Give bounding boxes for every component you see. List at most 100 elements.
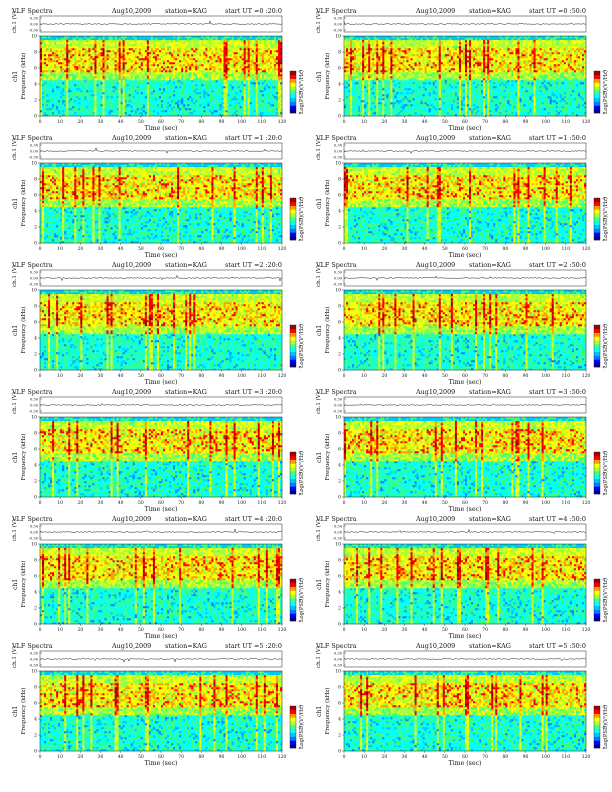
x-tick-label: 0 [39, 119, 42, 125]
spectrogram-cell [84, 114, 87, 117]
spectrogram-cell [56, 76, 59, 79]
spectrogram-cell [354, 42, 357, 45]
spectrogram-cell [261, 48, 265, 51]
spectrogram-cell [94, 60, 97, 63]
spectrogram-cell [217, 58, 220, 61]
spectrogram-cell [56, 84, 59, 87]
spectrogram-cell [42, 70, 45, 73]
spectrogram-cell [152, 80, 156, 83]
spectrogram-cell [148, 60, 152, 63]
spectrogram-cell [62, 54, 65, 57]
spectrogram-cell [142, 100, 146, 103]
spectrogram-cell [94, 96, 97, 99]
spectrogram-cell [94, 70, 97, 73]
spectrogram-cell [199, 56, 202, 59]
spectrogram-cell [273, 100, 277, 103]
spectrogram-cell [156, 40, 160, 43]
spectrogram-cell [265, 98, 269, 101]
spectrogram-cell [179, 46, 182, 49]
spectrogram-cell [177, 42, 180, 45]
spectrogram-cell [163, 84, 166, 87]
spectrogram-cell [142, 114, 146, 117]
spectrogram-cell [50, 60, 53, 63]
spectrogram-cell [271, 106, 275, 109]
spectrogram-cell [154, 94, 158, 97]
spectrogram-cell [100, 74, 103, 77]
spectrogram-cell [181, 100, 184, 103]
spectrogram-cell [78, 106, 81, 109]
spectrogram-cell [169, 64, 172, 67]
spectrogram-cell [106, 40, 109, 43]
spectrogram-cell [136, 96, 140, 99]
spectrogram-cell [70, 74, 73, 77]
spectrogram-cell [66, 82, 69, 85]
spectrogram-cell [197, 76, 200, 79]
spectrogram-cell [92, 58, 95, 61]
spectrogram-cell [161, 44, 164, 47]
spectrogram-cell [165, 88, 168, 91]
spectrogram-cell [152, 54, 156, 57]
spectrogram-cell [130, 46, 134, 49]
spectrogram-cell [253, 78, 257, 81]
spectrogram-cell [144, 58, 148, 61]
spectrogram-cell [40, 106, 43, 109]
spectrogram-cell [48, 96, 51, 99]
spectrogram-cell [187, 112, 190, 115]
spectrogram-cell [88, 92, 91, 95]
spectrogram-cell [144, 72, 148, 75]
spectrogram-cell [167, 40, 170, 43]
spectrogram-cell [209, 54, 212, 57]
spectrogram-cell [94, 52, 97, 55]
spectrogram-cell [219, 48, 222, 51]
spectrogram-cell [64, 100, 67, 103]
spectrogram-cell [271, 74, 275, 77]
spectrogram-cell [78, 74, 81, 77]
spectrogram-cell [235, 46, 238, 49]
spectrogram-cell [62, 112, 65, 115]
spectrogram-cell [277, 58, 281, 61]
spectrogram-cell [158, 54, 162, 57]
spectrogram-cell [142, 48, 146, 51]
spectrogram-cell [251, 46, 255, 49]
spectrogram-cell [142, 104, 146, 107]
spectrogram-cell [132, 94, 136, 97]
spectrogram-cell [213, 104, 216, 107]
spectrogram-cell [257, 110, 261, 113]
spectrogram-cell [231, 46, 234, 49]
spectrogram-cell [350, 54, 353, 57]
spectrogram-cell [346, 92, 349, 95]
spectrogram-cell [84, 64, 87, 67]
spectrogram-cell [201, 98, 204, 101]
spectrogram-cell [112, 48, 115, 51]
spectrogram-cell [114, 70, 117, 73]
spectrogram-cell [124, 64, 127, 67]
spectrogram-cell [130, 68, 134, 71]
spectrogram-cell [161, 94, 164, 97]
spectrogram-cell [197, 106, 200, 109]
spectrogram-cell [185, 66, 188, 69]
spectrogram-cell [253, 88, 257, 91]
spectrogram-cell [161, 42, 164, 45]
spectrogram-cell [64, 78, 67, 81]
spectrogram-cell [104, 82, 107, 85]
spectrogram-cell [223, 54, 226, 57]
spectrogram-cell [56, 72, 59, 75]
spectrogram-cell [261, 102, 265, 105]
spectrogram-cell [352, 74, 355, 77]
spectrogram-cell [128, 46, 131, 49]
spectrogram-cell [221, 62, 224, 65]
spectrogram-cell [203, 92, 206, 95]
spectrogram-cell [138, 56, 142, 59]
spectrogram-cell [350, 64, 353, 67]
spectrogram-cell [76, 102, 79, 105]
spectrogram-cell [94, 56, 97, 59]
spectrogram-cell [227, 84, 230, 87]
spectrogram-cell [138, 52, 142, 55]
spectrogram-cell [249, 44, 252, 47]
spectrogram-cell [84, 86, 87, 89]
spectrogram-cell [183, 96, 186, 99]
spectrogram-cell [128, 82, 131, 85]
spectrogram-cell [269, 36, 273, 39]
spectrogram-cell [76, 44, 79, 47]
spectrogram-cell [116, 44, 119, 47]
